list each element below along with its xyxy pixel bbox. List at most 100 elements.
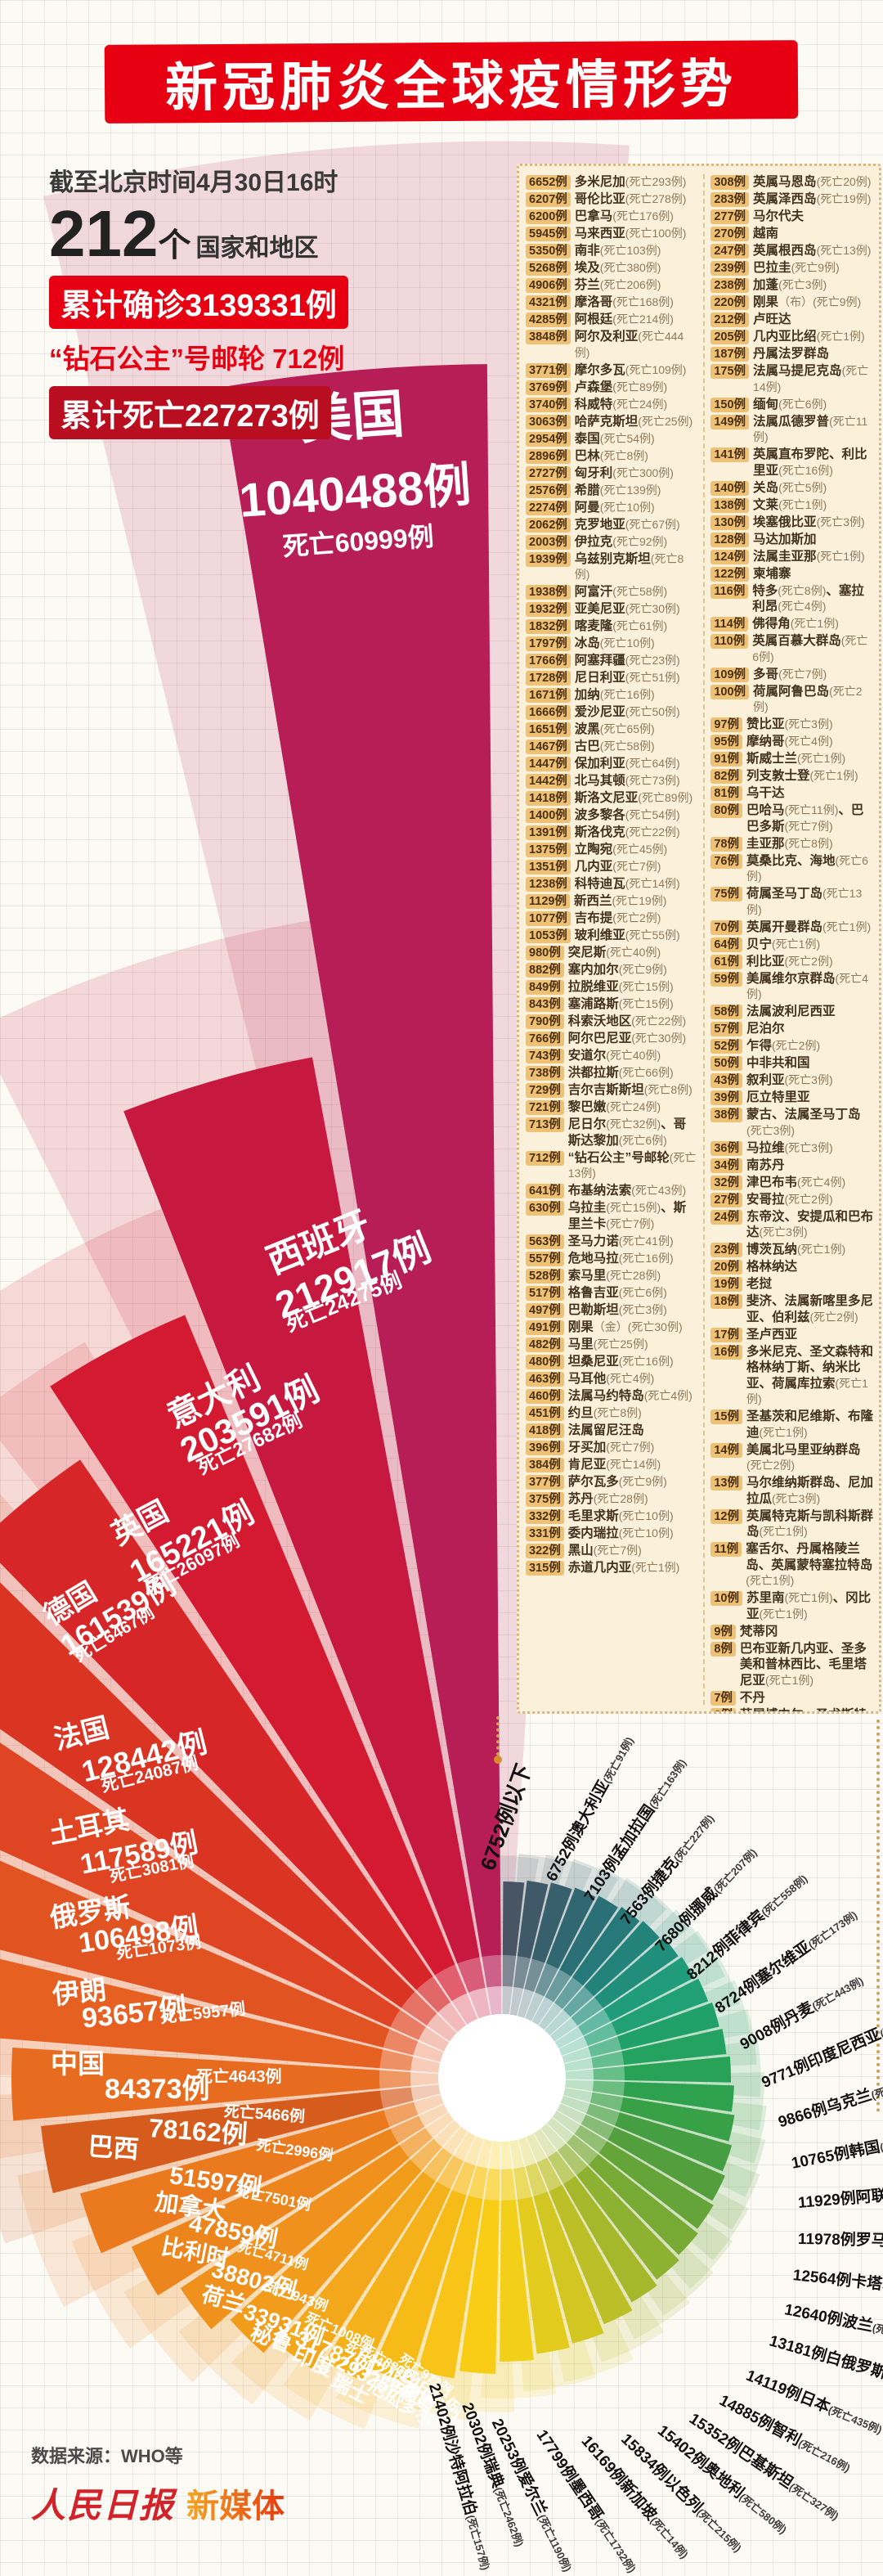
country-text: 博茨瓦纳(死亡1例) (746, 1243, 846, 1257)
case-count-badge: 10例 (710, 1591, 742, 1606)
country-text: 卢森堡(死亡89例) (574, 380, 668, 394)
case-count-badge: 100例 (710, 684, 750, 699)
country-text: 蒙古、法属圣马丁岛(死亡3例) (746, 1108, 861, 1137)
case-count-badge: 239例 (710, 261, 750, 276)
country-text: 赞比亚(死亡3例) (746, 717, 833, 731)
list-item: 247例 英属根西岛(死亡13例) (710, 243, 874, 259)
case-count-badge: 39例 (710, 1090, 742, 1105)
country-text: 乍得(死亡2例) (746, 1039, 821, 1053)
case-count-badge: 1932例 (526, 602, 571, 617)
countries-label: 国家和地区 (195, 235, 319, 262)
country-text: 黑山(死亡7例) (567, 1543, 642, 1558)
country-text: “钻石公主”号邮轮(死亡13例) (567, 1150, 697, 1180)
list-item: 6207例 哥伦比亚(死亡278例) (526, 191, 697, 208)
countries-count: 212 个 国家和地区 (49, 201, 348, 267)
country-text: 斯洛伐克(死亡22例) (574, 825, 680, 839)
country-text: 科索沃地区(死亡22例) (567, 1014, 687, 1028)
list-item: 322例 黑山(死亡7例) (526, 1543, 697, 1559)
country-text: 洪都拉斯(死亡66例) (567, 1066, 674, 1080)
case-count-badge: 13例 (710, 1476, 742, 1490)
list-item: 95例 摩纳哥(死亡4例) (710, 734, 874, 750)
case-count-badge: 2274例 (526, 500, 571, 515)
country-text: 阿曼(死亡10例) (574, 500, 655, 515)
list-item: 729例 吉尔吉斯斯坦(死亡8例) (526, 1082, 697, 1099)
case-count-badge: 517例 (526, 1285, 564, 1301)
case-count-badge: 2954例 (526, 431, 571, 447)
country-text: 马里(死亡25例) (567, 1337, 648, 1351)
case-count-badge: 491例 (526, 1319, 564, 1335)
case-count-badge: 138例 (710, 497, 750, 513)
country-text: 格林纳达 (746, 1260, 797, 1274)
country-text: 坦桑尼亚(死亡16例) (567, 1354, 674, 1369)
list-item: 81例 乌干达 (710, 785, 874, 802)
list-item: 1797例 冰岛(死亡10例) (526, 636, 697, 652)
case-count-badge: 396例 (526, 1440, 564, 1455)
list-item: 52例 乍得(死亡2例) (710, 1038, 874, 1054)
country-text: 安哥拉(死亡2例) (746, 1192, 833, 1207)
country-text: 委内瑞拉(死亡10例) (567, 1526, 674, 1540)
case-count-badge: 95例 (710, 735, 742, 749)
list-item: 8例 巴布亚新几内亚、圣多美和普林西比、毛里塔尼亚(死亡1例) (710, 1641, 874, 1689)
country-text: 南非(死亡103例) (574, 244, 661, 258)
case-count-badge: 1832例 (526, 619, 571, 634)
case-count-badge: 743例 (526, 1049, 564, 1063)
country-text: 古巴(死亡58例) (574, 740, 655, 753)
new-media-label: 新媒体 (186, 2479, 285, 2527)
case-count-badge: 4906例 (526, 278, 571, 293)
wedge-荷兰 (230, 2078, 502, 2353)
country-text: 波多黎各(死亡54例) (574, 808, 680, 822)
case-count-badge: 17例 (710, 1327, 742, 1342)
country-text: 马达加斯加 (753, 532, 817, 546)
list-item: 377例 萨尔瓦多(死亡9例) (526, 1474, 697, 1490)
right-margin-dotted-line (876, 1720, 880, 2112)
country-text: 喀麦隆(死亡61例) (574, 619, 668, 633)
list-item: 460例 法属马约特岛(死亡4例) (526, 1388, 697, 1405)
country-text: 阿塞拜疆(死亡23例) (574, 654, 680, 668)
list-item: 212例 卢旺达 (710, 312, 874, 328)
case-count-badge: 3771例 (526, 362, 571, 378)
case-count-badge: 1129例 (526, 894, 570, 909)
list-item: 3740例 科威特(死亡24例) (526, 397, 697, 413)
case-count-badge: 384例 (526, 1457, 564, 1472)
list-item: 843例 塞浦路斯(死亡15例) (526, 996, 697, 1013)
country-text: 巴拉圭(死亡9例) (753, 261, 840, 275)
country-text: 塞浦路斯(死亡15例) (567, 997, 674, 1011)
case-count-badge: 150例 (710, 397, 750, 412)
list-item: 980例 突尼斯(死亡40例) (526, 945, 697, 961)
case-count-badge: 283例 (710, 192, 750, 207)
list-item: 1832例 喀麦隆(死亡61例) (526, 618, 697, 635)
case-count-badge: 1671例 (526, 688, 571, 703)
case-count-badge: 2727例 (526, 465, 571, 481)
list-item: 283例 英属泽西岛(死亡19例) (710, 191, 874, 208)
list-item: 1671例 加纳(死亡16例) (526, 687, 697, 704)
country-text: 苏丹(死亡28例) (567, 1491, 648, 1506)
country-text: 赤道几内亚(死亡1例) (567, 1560, 680, 1575)
case-count-badge: 1766例 (526, 654, 571, 668)
country-text: 亚美尼亚(死亡30例) (574, 602, 680, 616)
case-count-badge: 480例 (526, 1354, 564, 1369)
case-count-badge: 78例 (710, 836, 742, 852)
case-count-badge: 175例 (710, 364, 750, 379)
country-text: 格鲁吉亚(死亡6例) (567, 1285, 667, 1300)
list-item: 1938例 阿富汗(死亡58例) (526, 584, 697, 600)
country-text: 吉尔吉斯斯坦(死亡8例) (567, 1083, 693, 1097)
list-item: 743例 安道尔(死亡40例) (526, 1048, 697, 1064)
wedge-俄罗斯 (0, 1958, 502, 2078)
case-count-badge: 220例 (710, 295, 750, 310)
list-item: 205例 几内亚比绍(死亡1例) (710, 329, 874, 345)
list-item: 451例 约旦(死亡8例) (526, 1405, 697, 1422)
case-count-badge: 7例 (710, 1690, 736, 1706)
case-count-badge: 141例 (710, 447, 750, 462)
wedge-deaths-label-中国: 死亡4643例 (196, 2068, 282, 2086)
list-item: 1766例 阿塞拜疆(死亡23例) (526, 653, 697, 669)
wedge-西班牙 (123, 1057, 502, 2078)
case-count-badge: 5945例 (526, 227, 571, 241)
case-count-badge: 59例 (710, 971, 742, 987)
list-item: 1351例 几内亚(死亡7例) (526, 859, 697, 875)
list-item: 24例 东帝汶、安提瓜和巴布达(死亡3例) (710, 1209, 874, 1241)
list-item: 1238例 科特迪瓦(死亡14例) (526, 876, 697, 892)
connector-dot (494, 1756, 502, 1764)
list-item: 1077例 吉布提(死亡2例) (526, 910, 697, 927)
country-text: 贝宁(死亡1例) (746, 937, 821, 951)
country-text: 佛得角(死亡1例) (752, 617, 839, 631)
